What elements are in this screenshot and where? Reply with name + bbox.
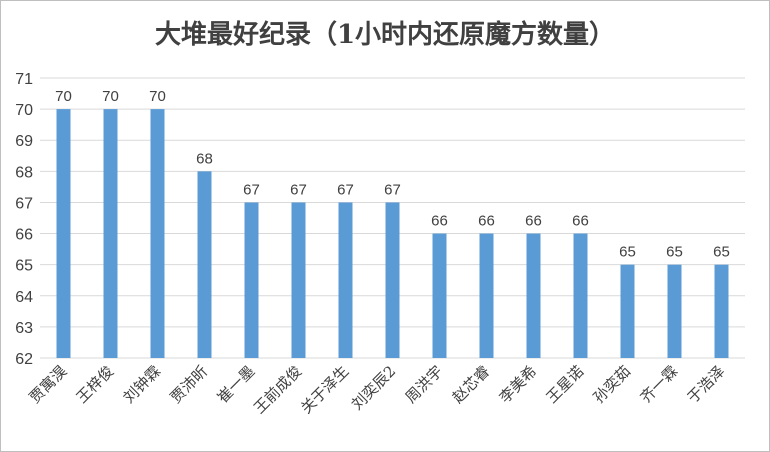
data-label: 67: [243, 181, 260, 198]
category-label: 齐一霖: [637, 362, 682, 407]
bar: [479, 233, 494, 358]
data-label: 66: [525, 213, 542, 230]
category-label: 关于泽生: [297, 362, 352, 417]
bar: [526, 233, 541, 358]
category-label: 周洪宇: [402, 362, 447, 407]
data-label: 67: [337, 181, 354, 198]
y-tick-label: 63: [15, 320, 33, 337]
bar: [338, 202, 353, 358]
data-label: 66: [478, 213, 495, 230]
y-axis-ticks: 62 63 64 65 66 67 68 69 70 71: [15, 71, 33, 368]
category-label: 贾寓淏: [26, 362, 71, 407]
data-label: 70: [149, 88, 166, 105]
bar: [385, 202, 400, 358]
bar: [667, 264, 682, 358]
bars: [56, 109, 729, 358]
category-label: 贾沛昕: [167, 362, 212, 407]
category-label: 赵芯睿: [449, 362, 494, 407]
category-label: 崔一墨: [214, 362, 259, 407]
data-labels: 70 70 70 68 67 67 67 67 66 66 66 66 65 65 65: [55, 88, 730, 261]
data-label: 67: [384, 181, 401, 198]
category-label: 于浩泽: [684, 362, 729, 407]
bar: [291, 202, 306, 358]
category-label: 孙奕茹: [590, 362, 635, 407]
bar: [573, 233, 588, 358]
y-tick-label: 65: [15, 258, 33, 275]
y-tick-label: 62: [15, 351, 33, 368]
chart-title: 大堆最好纪录（1小时内还原魔方数量）: [154, 20, 616, 50]
y-tick-label: 64: [15, 289, 33, 306]
x-axis-categories: 贾寓淏 王梓俊 刘钟霖 贾沛昕 崔一墨王前成俊关于泽生刘奕辰2 周洪宇 赵芯睿 李美希 王星诺孙…: [26, 362, 729, 417]
y-tick-label: 71: [15, 71, 33, 88]
category-label: 刘奕辰2: [348, 362, 399, 413]
bar: [244, 202, 259, 358]
category-label: 王前成俊: [250, 362, 305, 417]
bar: [56, 109, 71, 358]
bar: [432, 233, 447, 358]
data-label: 67: [290, 181, 307, 198]
data-label: 66: [572, 213, 589, 230]
bar: [103, 109, 118, 358]
y-tick-label: 66: [15, 227, 33, 244]
category-label: 刘钟霖: [120, 362, 165, 407]
data-label: 65: [666, 244, 683, 261]
data-label: 65: [619, 244, 636, 261]
y-tick-label: 67: [15, 195, 33, 212]
category-label: 李美希: [496, 362, 541, 407]
bar: [714, 264, 729, 358]
y-tick-label: 69: [15, 133, 33, 150]
data-label: 70: [102, 88, 119, 105]
bar: [150, 109, 165, 358]
data-label: 66: [431, 213, 448, 230]
data-label: 70: [55, 88, 72, 105]
y-tick-label: 70: [15, 102, 33, 119]
bar: [197, 171, 212, 358]
data-label: 68: [196, 150, 213, 167]
data-label: 65: [713, 244, 730, 261]
y-tick-label: 68: [15, 164, 33, 181]
bar: [620, 264, 635, 358]
category-label: 王星诺: [543, 362, 588, 407]
category-label: 王梓俊: [73, 362, 118, 407]
